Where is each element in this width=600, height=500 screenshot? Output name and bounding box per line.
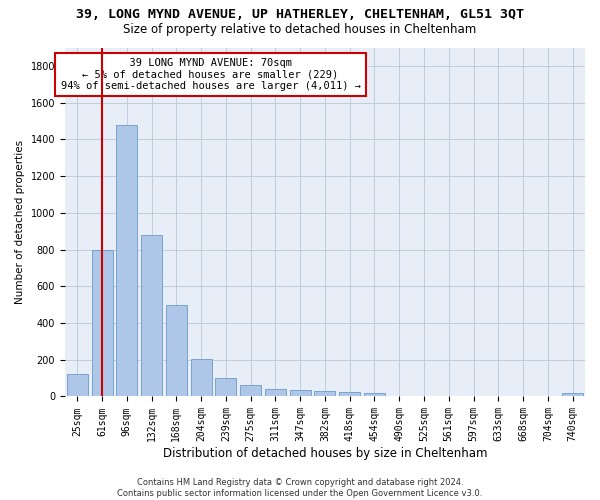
X-axis label: Distribution of detached houses by size in Cheltenham: Distribution of detached houses by size …	[163, 447, 487, 460]
Bar	[240, 384, 261, 396]
Bar	[314, 391, 335, 396]
Bar	[562, 394, 583, 396]
Bar	[166, 304, 187, 396]
Bar	[141, 235, 162, 396]
Text: Size of property relative to detached houses in Cheltenham: Size of property relative to detached ho…	[124, 22, 476, 36]
Bar	[92, 250, 113, 396]
Text: 39, LONG MYND AVENUE, UP HATHERLEY, CHELTENHAM, GL51 3QT: 39, LONG MYND AVENUE, UP HATHERLEY, CHEL…	[76, 8, 524, 20]
Bar	[265, 389, 286, 396]
Y-axis label: Number of detached properties: Number of detached properties	[15, 140, 25, 304]
Text: Contains HM Land Registry data © Crown copyright and database right 2024.
Contai: Contains HM Land Registry data © Crown c…	[118, 478, 482, 498]
Bar	[339, 392, 360, 396]
Bar	[67, 374, 88, 396]
Bar	[116, 124, 137, 396]
Bar	[290, 390, 311, 396]
Bar	[191, 359, 212, 397]
Text: 39 LONG MYND AVENUE: 70sqm  
← 5% of detached houses are smaller (229)
94% of se: 39 LONG MYND AVENUE: 70sqm ← 5% of detac…	[61, 58, 361, 91]
Bar	[215, 378, 236, 396]
Bar	[364, 394, 385, 396]
